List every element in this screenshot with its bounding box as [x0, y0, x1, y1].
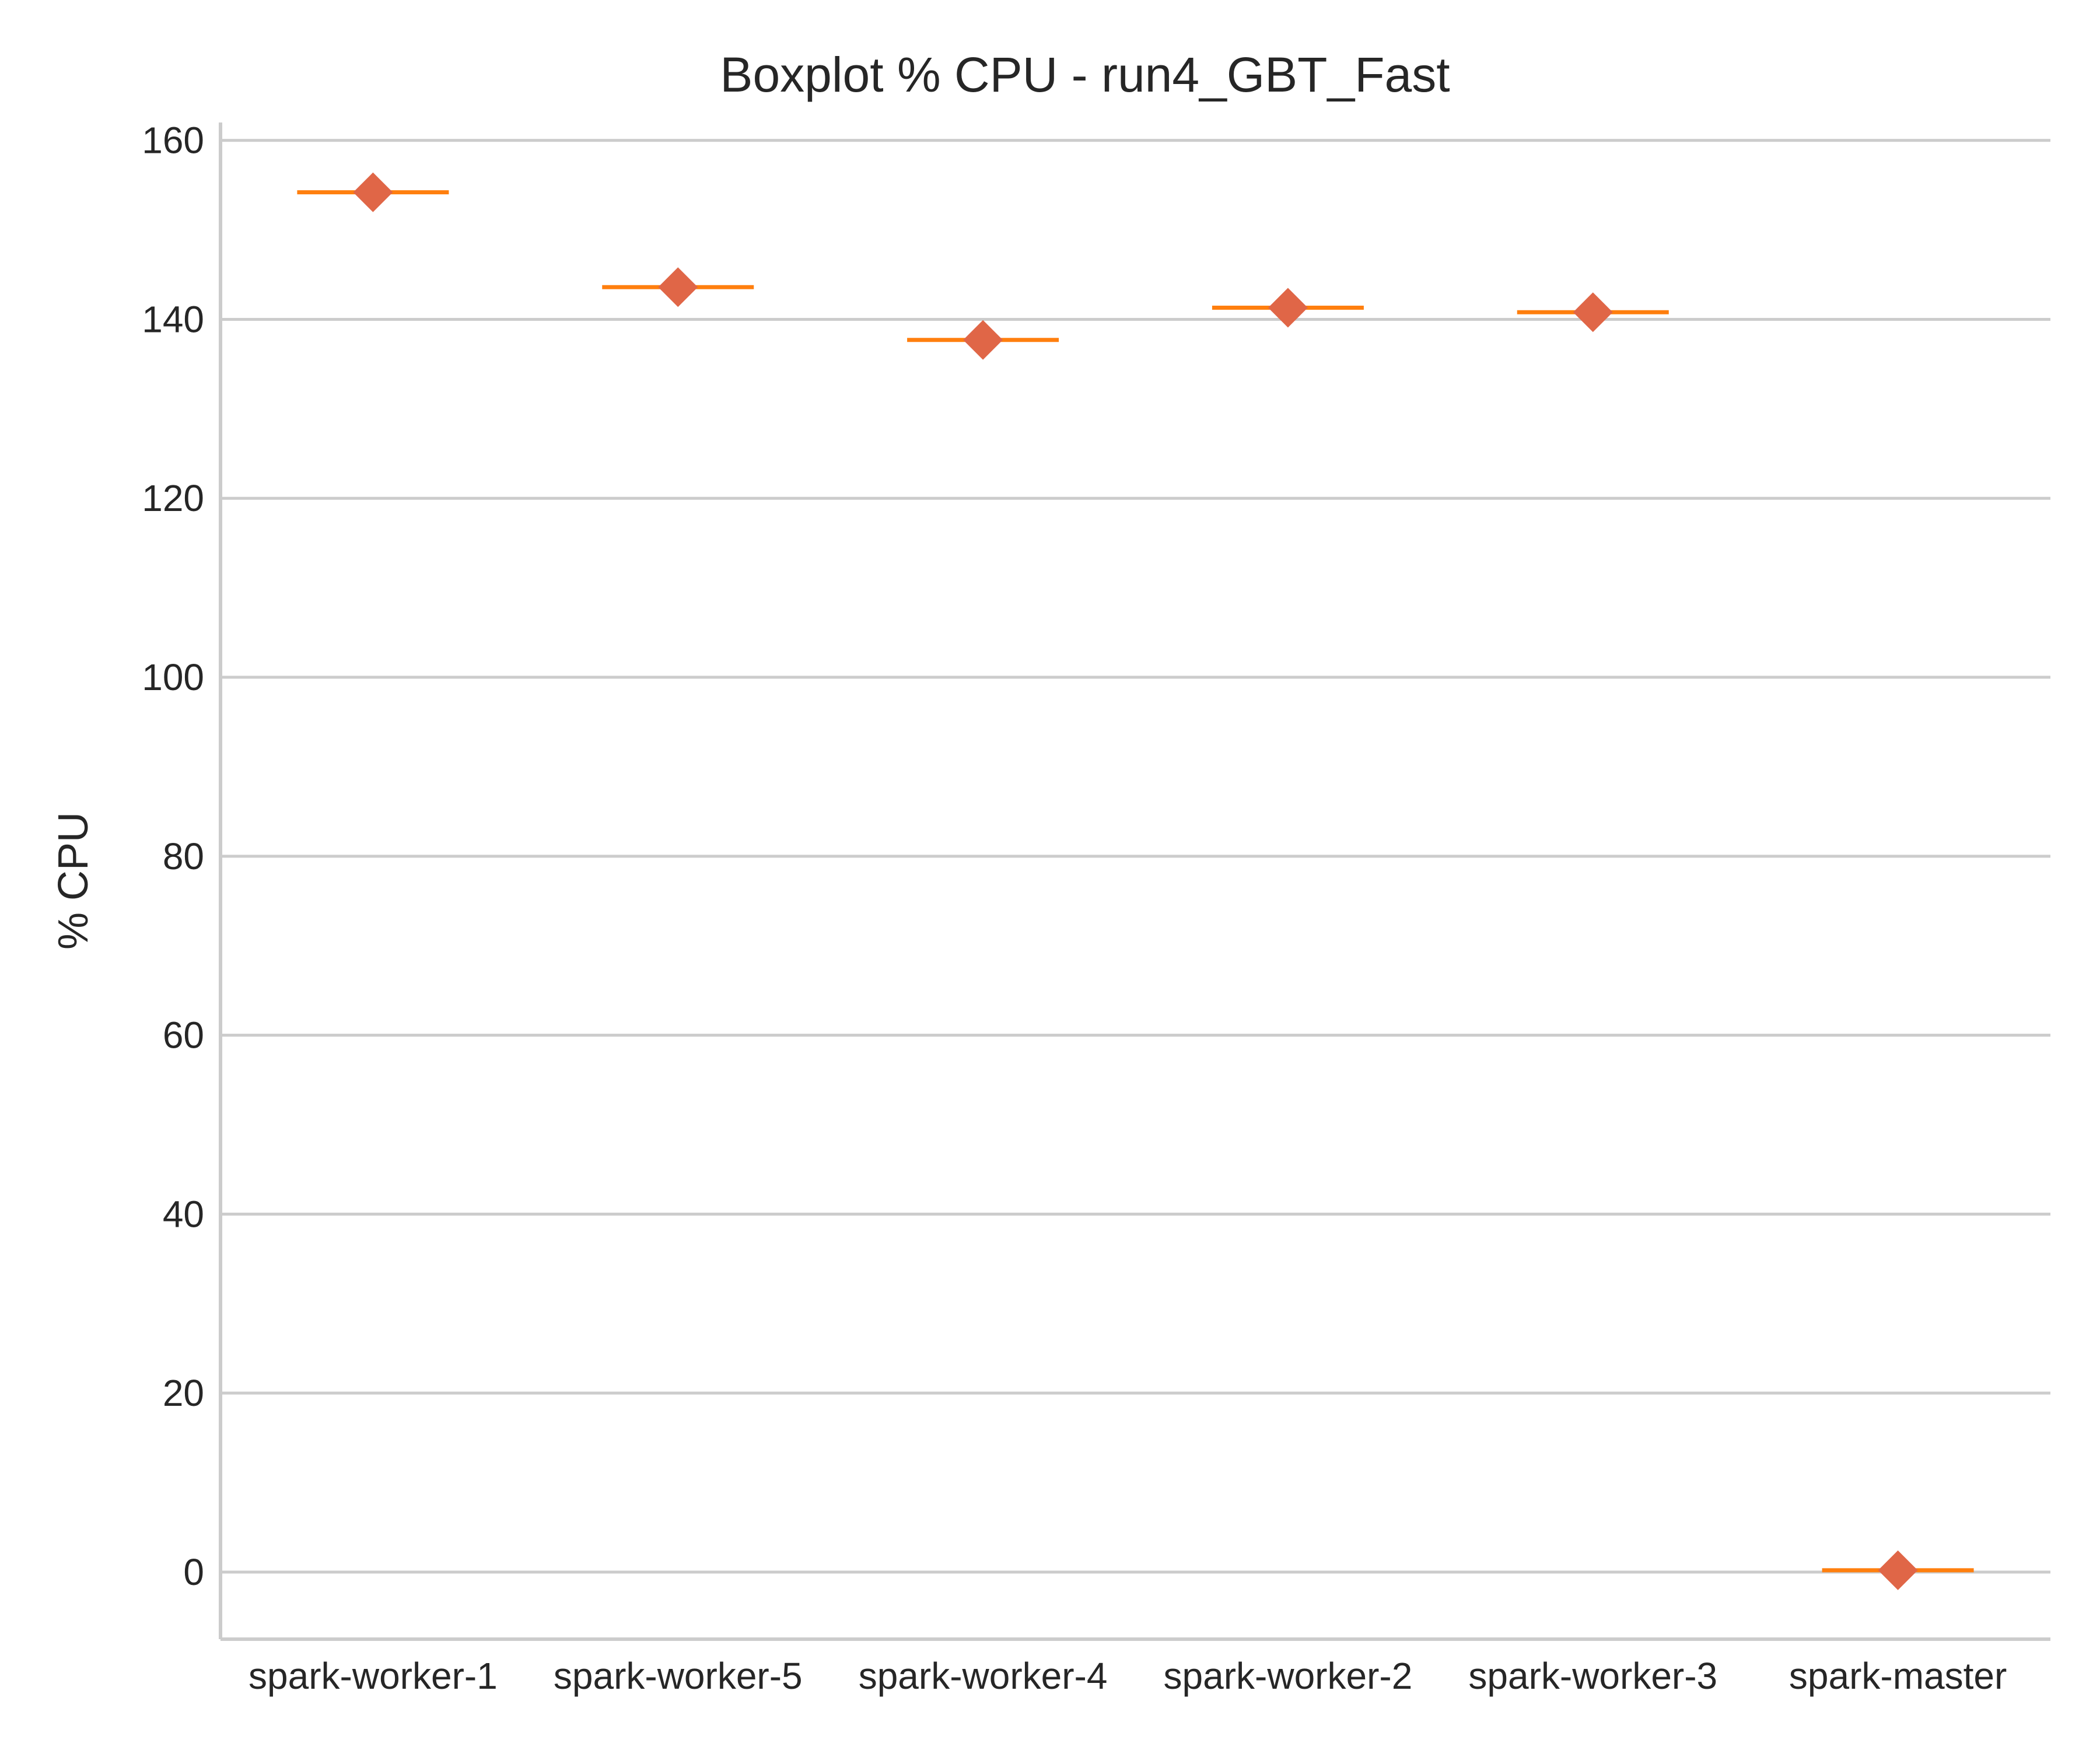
y-axis-label: % CPU — [50, 812, 97, 950]
gridlines — [220, 139, 2050, 1574]
y-tick-label: 20 — [163, 1372, 204, 1414]
x-tick-label: spark-worker-2 — [1164, 1655, 1413, 1697]
x-tick-label: spark-worker-4 — [859, 1655, 1108, 1697]
y-tick-label: 100 — [142, 656, 204, 698]
y-tick-label: 120 — [142, 477, 204, 519]
y-tick-label: 80 — [163, 835, 204, 877]
y-tick-label: 140 — [142, 298, 204, 340]
y-tick-label: 60 — [163, 1014, 204, 1056]
y-tick-label: 160 — [142, 120, 204, 162]
y-tick-label: 0 — [183, 1551, 204, 1593]
box-marks — [297, 172, 1974, 1590]
mean-marker — [658, 267, 698, 307]
mean-marker — [353, 172, 393, 212]
x-tick-label: spark-worker-1 — [249, 1655, 498, 1697]
x-tick-labels: spark-worker-1 spark-worker-5 spark-worker… — [249, 1655, 2007, 1697]
x-tick-label: spark-worker-5 — [554, 1655, 803, 1697]
chart-title: Boxplot % CPU - run4_GBT_Fast — [720, 47, 1450, 102]
x-tick-label: spark-master — [1789, 1655, 2007, 1697]
x-tick-label: spark-worker-3 — [1468, 1655, 1717, 1697]
axes — [219, 123, 2050, 1641]
mean-marker — [1878, 1550, 1918, 1590]
mean-marker — [1573, 292, 1613, 332]
y-tick-labels: 0 20 40 60 80 100 120 140 160 — [142, 120, 204, 1593]
mean-marker — [1268, 288, 1308, 328]
y-tick-label: 40 — [163, 1193, 204, 1235]
mean-marker — [963, 320, 1003, 360]
